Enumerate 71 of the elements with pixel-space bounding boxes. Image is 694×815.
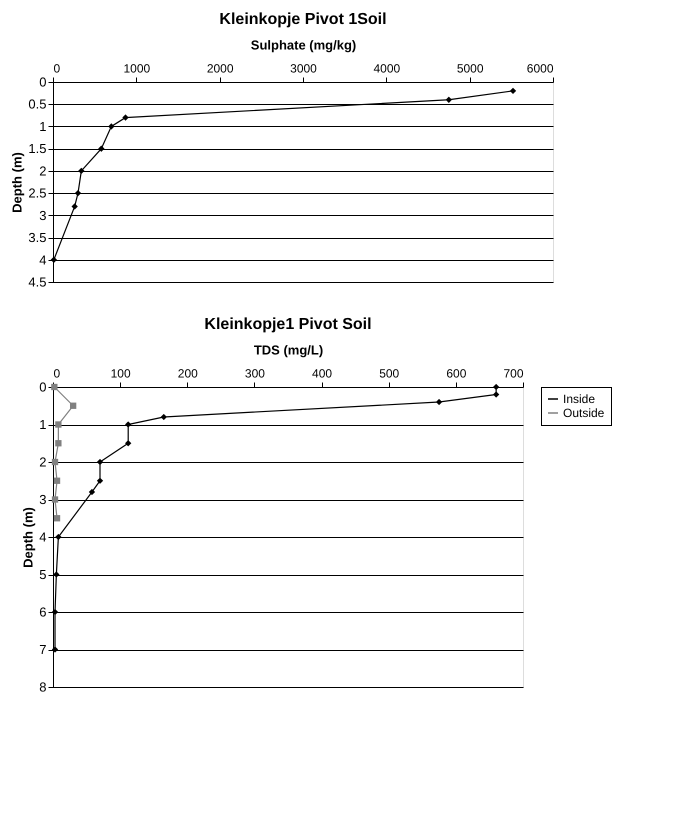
point xyxy=(492,384,500,390)
y-axis-title: Depth (m) xyxy=(9,152,24,213)
point xyxy=(52,608,58,616)
legend-label: Inside xyxy=(563,392,596,406)
point xyxy=(436,398,442,406)
y-axis-title: Depth (m) xyxy=(20,507,36,568)
point xyxy=(108,123,114,130)
x-tick-label: 0 xyxy=(54,366,60,380)
x-tick-label: 300 xyxy=(244,366,266,380)
y-tick-label: 6 xyxy=(39,604,46,620)
point xyxy=(52,458,58,466)
x-tick-label: 1000 xyxy=(123,62,151,76)
point xyxy=(492,391,500,398)
x-tick-label: 0 xyxy=(54,62,60,76)
point xyxy=(72,203,78,210)
point xyxy=(52,646,58,653)
x-tick-label: 5000 xyxy=(456,62,484,76)
point xyxy=(160,414,167,420)
point xyxy=(70,402,76,409)
x-tick-label: 700 xyxy=(503,366,524,380)
y-tick-label: 4.5 xyxy=(28,274,46,290)
point xyxy=(122,114,129,121)
point xyxy=(52,496,58,503)
point xyxy=(510,88,516,94)
y-tick-label: 1 xyxy=(39,118,46,134)
point xyxy=(55,534,62,540)
point xyxy=(125,421,132,428)
y-tick-label: 2 xyxy=(39,454,46,470)
point xyxy=(96,478,104,484)
y-tick-label: 4 xyxy=(39,530,46,544)
x-tick-label: 4000 xyxy=(373,62,401,76)
x-tick-label: 500 xyxy=(379,366,400,380)
y-tick-label: 8 xyxy=(39,680,46,694)
y-tick-label: 3 xyxy=(39,208,46,223)
point xyxy=(55,440,62,446)
point xyxy=(54,515,60,522)
x-tick-label: 6000 xyxy=(526,62,554,76)
y-tick-label: 3.5 xyxy=(28,230,46,246)
point xyxy=(446,96,452,103)
y-tick-label: 1.5 xyxy=(28,141,46,156)
point xyxy=(54,478,60,484)
point xyxy=(53,571,60,578)
x-axis-title: TDS (mg/L) xyxy=(254,342,324,358)
x-tick-label: 200 xyxy=(178,366,198,380)
chart-title: Kleinkopje Pivot 1Soil xyxy=(219,11,387,28)
point xyxy=(88,488,96,496)
x-tick-label: 3000 xyxy=(290,62,318,76)
point xyxy=(125,440,132,446)
x-tick-label: 400 xyxy=(312,366,332,380)
y-tick-label: 5 xyxy=(39,567,46,582)
y-tick-label: 3 xyxy=(39,492,46,507)
chart-title: Kleinkopje1 Pivot Soil xyxy=(204,316,372,333)
point xyxy=(74,190,82,196)
x-tick-label: 100 xyxy=(110,366,131,380)
x-tick-label: 2000 xyxy=(206,62,234,76)
point xyxy=(96,458,104,466)
point xyxy=(50,256,57,263)
point xyxy=(55,421,62,428)
y-tick-label: 7 xyxy=(39,642,46,657)
point xyxy=(98,146,104,152)
y-tick-label: 4 xyxy=(39,252,46,268)
x-axis-title: Sulphate (mg/kg) xyxy=(250,38,356,52)
y-tick-label: 0.5 xyxy=(28,96,46,112)
legend-label: Outside xyxy=(563,406,605,420)
y-tick-label: 1 xyxy=(39,417,46,432)
y-tick-label: 0 xyxy=(39,380,46,394)
x-tick-label: 600 xyxy=(446,366,467,380)
point xyxy=(78,168,84,174)
y-tick-label: 2.5 xyxy=(28,186,46,201)
y-tick-label: 2 xyxy=(39,163,46,178)
y-tick-label: 0 xyxy=(39,74,46,90)
